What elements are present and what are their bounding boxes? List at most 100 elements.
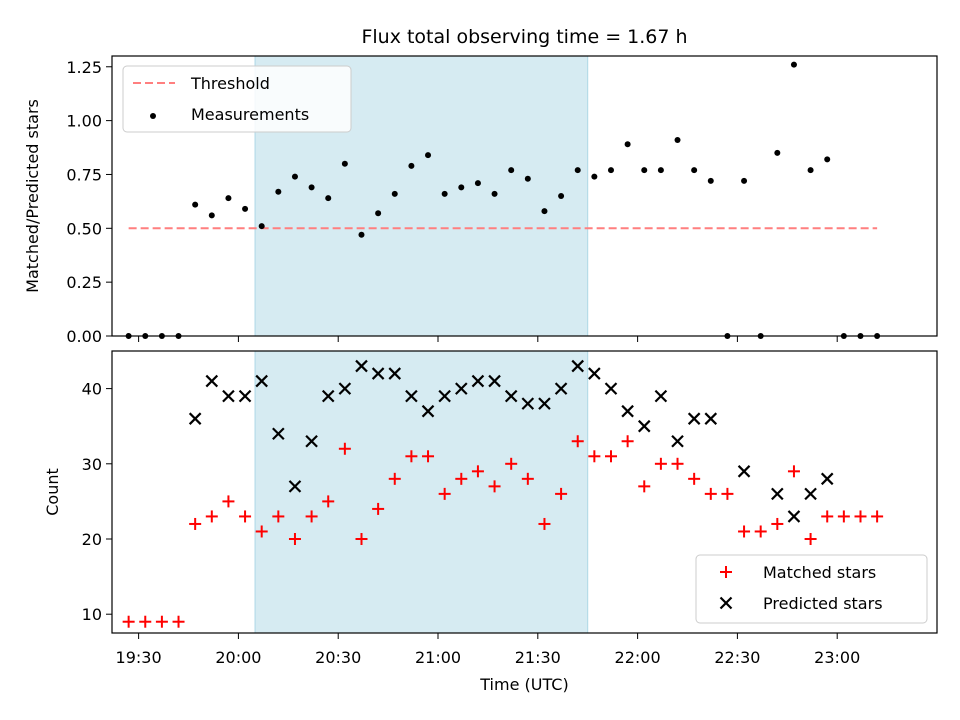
measurement-point xyxy=(658,167,664,173)
matched-star-point xyxy=(222,495,234,507)
figure: Flux total observing time = 1.67 h 0.00 0… xyxy=(0,0,960,720)
legend-measurements-label: Measurements xyxy=(191,105,309,124)
matched-star-point xyxy=(854,510,866,522)
measurement-point xyxy=(591,174,597,180)
matched-star-point xyxy=(173,616,185,628)
measurement-point xyxy=(558,193,564,199)
bottom-legend: Matched stars Predicted stars xyxy=(696,555,927,623)
measurement-point xyxy=(375,210,381,216)
matched-star-point xyxy=(655,458,667,470)
matched-star-point xyxy=(871,510,883,522)
predicted-star-point xyxy=(739,466,750,477)
matched-star-point xyxy=(771,518,783,530)
top-legend: Threshold Measurements xyxy=(123,66,351,132)
x-tick-label: 22:00 xyxy=(615,648,661,667)
x-tick-label: 21:30 xyxy=(515,648,561,667)
chart-title: Flux total observing time = 1.67 h xyxy=(361,26,687,48)
measurement-point xyxy=(608,167,614,173)
matched-star-point xyxy=(688,473,700,485)
predicted-star-point xyxy=(206,376,217,387)
measurement-point xyxy=(342,161,348,167)
matched-star-point xyxy=(838,510,850,522)
y-tick-label: 1.00 xyxy=(66,112,102,131)
measurement-point xyxy=(641,167,647,173)
matched-star-point xyxy=(156,616,168,628)
predicted-star-point xyxy=(822,473,833,484)
legend-matched-label: Matched stars xyxy=(763,563,876,582)
matched-star-point xyxy=(788,465,800,477)
predicted-star-point xyxy=(655,391,666,402)
predicted-star-point xyxy=(589,368,600,379)
x-axis-label: Time (UTC) xyxy=(479,675,568,694)
measurement-point xyxy=(442,191,448,197)
measurement-point xyxy=(358,232,364,238)
measurement-point xyxy=(541,208,547,214)
bottom-panel: 1020304019:30 20:00 20:30 21:00 21:30 22:00 22… xyxy=(43,351,937,694)
predicted-star-point xyxy=(689,413,700,424)
measurement-point xyxy=(675,137,681,143)
y-tick-label: 0.25 xyxy=(66,273,102,292)
measurement-point xyxy=(292,174,298,180)
y-tick-label: 40 xyxy=(82,380,102,399)
measurement-point xyxy=(325,195,331,201)
matched-star-point xyxy=(705,488,717,500)
measurement-point xyxy=(275,189,281,195)
matched-star-point xyxy=(239,510,251,522)
predicted-star-point xyxy=(772,488,783,499)
measurement-point xyxy=(259,223,265,229)
matched-star-point xyxy=(622,435,634,447)
measurement-point xyxy=(242,206,248,212)
top-y-axis-label: Matched/Predicted stars xyxy=(23,99,42,293)
matched-star-point xyxy=(821,510,833,522)
measurement-point xyxy=(225,195,231,201)
matched-star-point xyxy=(721,488,733,500)
predicted-star-point xyxy=(622,406,633,417)
matched-star-point xyxy=(123,616,135,628)
y-tick-label: 20 xyxy=(82,530,102,549)
measurement-point xyxy=(791,62,797,68)
measurement-point xyxy=(425,152,431,158)
y-tick-label: 0.75 xyxy=(66,165,102,184)
measurement-point xyxy=(392,191,398,197)
measurement-point xyxy=(209,212,215,218)
measurement-point xyxy=(691,167,697,173)
measurement-point xyxy=(625,141,631,147)
y-tick-label: 10 xyxy=(82,605,102,624)
legend-measurements-swatch xyxy=(150,113,156,119)
x-tick-label: 19:30 xyxy=(116,648,162,667)
predicted-star-point xyxy=(805,488,816,499)
predicted-star-point xyxy=(672,436,683,447)
predicted-star-point xyxy=(705,413,716,424)
predicted-star-point xyxy=(223,391,234,402)
legend-predicted-label: Predicted stars xyxy=(763,594,883,613)
matched-star-point xyxy=(805,533,817,545)
matched-star-point xyxy=(605,450,617,462)
x-tick-label: 22:30 xyxy=(714,648,760,667)
legend-threshold-label: Threshold xyxy=(190,74,270,93)
observing-window-shade xyxy=(255,351,588,633)
matched-star-point xyxy=(738,525,750,537)
predicted-star-point xyxy=(240,391,251,402)
x-tick-label: 23:00 xyxy=(814,648,860,667)
measurement-point xyxy=(708,178,714,184)
measurement-point xyxy=(525,176,531,182)
matched-star-point xyxy=(638,480,650,492)
measurement-point xyxy=(741,178,747,184)
measurement-point xyxy=(475,180,481,186)
y-tick-label: 30 xyxy=(82,455,102,474)
matched-star-point xyxy=(189,518,201,530)
predicted-star-point xyxy=(190,413,201,424)
y-tick-label: 1.25 xyxy=(66,58,102,77)
top-panel: 0.000.250.500.751.001.25 Matched/Predict… xyxy=(23,56,937,346)
matched-star-point xyxy=(588,450,600,462)
matched-star-point xyxy=(672,458,684,470)
predicted-star-point xyxy=(639,421,650,432)
measurement-point xyxy=(575,167,581,173)
matched-star-point xyxy=(139,616,151,628)
measurement-point xyxy=(458,184,464,190)
measurement-point xyxy=(492,191,498,197)
y-tick-label: 0.00 xyxy=(66,327,102,346)
measurement-point xyxy=(508,167,514,173)
measurement-point xyxy=(192,202,198,208)
x-tick-label: 20:30 xyxy=(315,648,361,667)
